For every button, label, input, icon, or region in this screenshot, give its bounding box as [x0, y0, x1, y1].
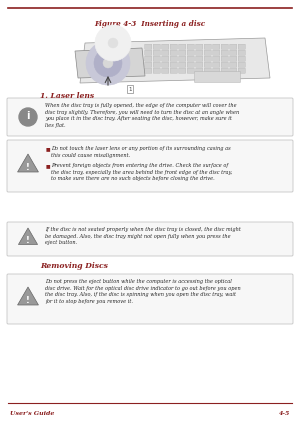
Text: Do not press the eject button while the computer is accessing the optical
disc d: Do not press the eject button while the … [45, 279, 241, 304]
FancyBboxPatch shape [213, 56, 220, 61]
Circle shape [95, 25, 131, 61]
Text: Do not touch the laser lens or any portion of its surrounding casing as
this cou: Do not touch the laser lens or any porti… [51, 146, 231, 158]
Polygon shape [18, 154, 38, 172]
FancyBboxPatch shape [230, 50, 237, 55]
Text: !: ! [26, 296, 30, 305]
FancyBboxPatch shape [170, 44, 177, 49]
Text: Figure 4-3  Inserting a disc: Figure 4-3 Inserting a disc [94, 20, 206, 28]
FancyBboxPatch shape [187, 50, 194, 55]
FancyBboxPatch shape [153, 50, 160, 55]
FancyBboxPatch shape [238, 62, 245, 67]
FancyBboxPatch shape [162, 50, 169, 55]
Text: User's Guide: User's Guide [10, 410, 54, 415]
FancyBboxPatch shape [162, 68, 169, 73]
FancyBboxPatch shape [194, 71, 241, 82]
FancyBboxPatch shape [213, 44, 220, 49]
Text: ■: ■ [46, 163, 51, 168]
Circle shape [94, 49, 122, 77]
FancyBboxPatch shape [145, 68, 152, 73]
FancyBboxPatch shape [162, 62, 169, 67]
FancyBboxPatch shape [145, 62, 152, 67]
Text: Prevent foreign objects from entering the drive. Check the surface of
the disc t: Prevent foreign objects from entering th… [51, 163, 232, 181]
Circle shape [108, 38, 118, 48]
FancyBboxPatch shape [238, 56, 245, 61]
Polygon shape [75, 48, 145, 78]
FancyBboxPatch shape [187, 68, 194, 73]
FancyBboxPatch shape [179, 62, 186, 67]
FancyBboxPatch shape [170, 56, 177, 61]
FancyBboxPatch shape [162, 56, 169, 61]
Circle shape [19, 108, 37, 126]
FancyBboxPatch shape [213, 50, 220, 55]
FancyBboxPatch shape [196, 56, 203, 61]
FancyBboxPatch shape [179, 44, 186, 49]
FancyBboxPatch shape [145, 56, 152, 61]
FancyBboxPatch shape [204, 50, 211, 55]
Circle shape [103, 58, 113, 68]
FancyBboxPatch shape [153, 62, 160, 67]
Text: ■: ■ [46, 146, 51, 151]
FancyBboxPatch shape [187, 62, 194, 67]
FancyBboxPatch shape [213, 62, 220, 67]
FancyBboxPatch shape [153, 44, 160, 49]
FancyBboxPatch shape [204, 68, 211, 73]
Text: 1. Laser lens: 1. Laser lens [40, 92, 94, 100]
FancyBboxPatch shape [153, 56, 160, 61]
Text: 4-5: 4-5 [279, 410, 290, 415]
FancyBboxPatch shape [230, 68, 237, 73]
Text: 1: 1 [128, 86, 132, 91]
Text: i: i [26, 111, 30, 121]
FancyBboxPatch shape [145, 44, 152, 49]
FancyBboxPatch shape [196, 62, 203, 67]
Polygon shape [18, 287, 38, 305]
FancyBboxPatch shape [230, 62, 237, 67]
FancyBboxPatch shape [221, 50, 228, 55]
FancyBboxPatch shape [221, 44, 228, 49]
FancyBboxPatch shape [230, 56, 237, 61]
FancyBboxPatch shape [187, 44, 194, 49]
Text: !: ! [26, 162, 30, 171]
FancyBboxPatch shape [162, 44, 169, 49]
Circle shape [86, 41, 130, 85]
FancyBboxPatch shape [170, 68, 177, 73]
FancyBboxPatch shape [204, 62, 211, 67]
FancyBboxPatch shape [196, 50, 203, 55]
Text: If the disc is not seated properly when the disc tray is closed, the disc might
: If the disc is not seated properly when … [45, 227, 241, 245]
FancyBboxPatch shape [170, 50, 177, 55]
FancyBboxPatch shape [7, 222, 293, 256]
FancyBboxPatch shape [7, 274, 293, 324]
FancyBboxPatch shape [187, 56, 194, 61]
FancyBboxPatch shape [204, 56, 211, 61]
FancyBboxPatch shape [230, 44, 237, 49]
FancyBboxPatch shape [238, 50, 245, 55]
FancyBboxPatch shape [170, 62, 177, 67]
FancyBboxPatch shape [213, 68, 220, 73]
Text: !: ! [26, 236, 30, 244]
Text: Removing Discs: Removing Discs [40, 262, 108, 270]
FancyBboxPatch shape [179, 68, 186, 73]
FancyBboxPatch shape [204, 44, 211, 49]
FancyBboxPatch shape [238, 68, 245, 73]
Polygon shape [18, 228, 38, 244]
FancyBboxPatch shape [221, 68, 228, 73]
FancyBboxPatch shape [196, 44, 203, 49]
FancyBboxPatch shape [7, 140, 293, 192]
FancyBboxPatch shape [221, 56, 228, 61]
Text: When the disc tray is fully opened, the edge of the computer will cover the
disc: When the disc tray is fully opened, the … [45, 103, 239, 128]
FancyBboxPatch shape [7, 98, 293, 136]
FancyBboxPatch shape [196, 68, 203, 73]
FancyBboxPatch shape [145, 50, 152, 55]
FancyBboxPatch shape [153, 68, 160, 73]
FancyBboxPatch shape [221, 62, 228, 67]
Polygon shape [80, 38, 270, 83]
FancyBboxPatch shape [179, 50, 186, 55]
FancyBboxPatch shape [238, 44, 245, 49]
FancyBboxPatch shape [179, 56, 186, 61]
